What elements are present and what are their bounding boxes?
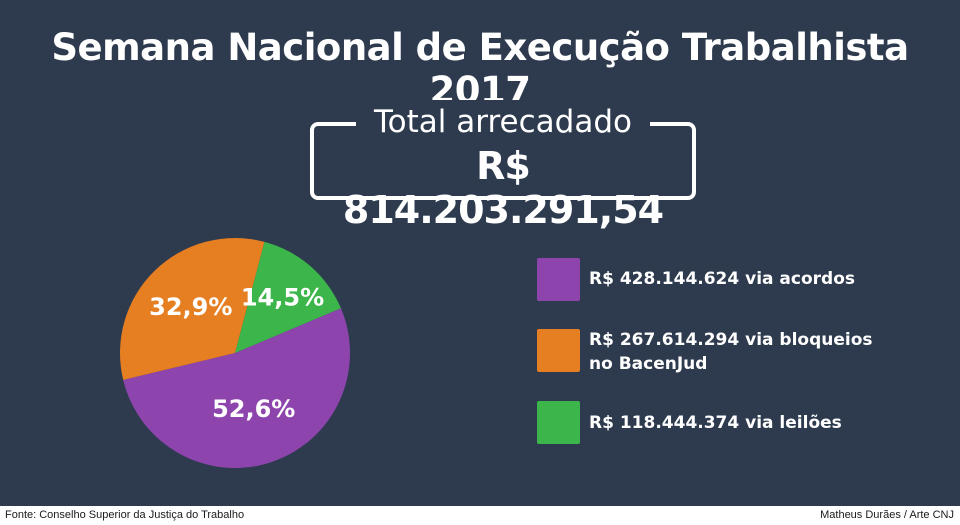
page-title: Semana Nacional de Execução Trabalhista … [51,26,909,112]
legend-label-line: R$ 118.444.374 via leilões [589,413,842,433]
pie-slice-leiloes [235,241,341,353]
legend-label-leiloes: R$ 118.444.374 via leilões [589,411,842,435]
pie-slice-acordos [123,308,350,468]
legend-label-bloqueios: R$ 267.614.294 via bloqueios no BacenJud [589,328,873,376]
pie-label-acordos: 52,6% [212,395,295,423]
legend-label-line: R$ 428.144.624 via acordos [589,269,856,289]
footer-source: Fonte: Conselho Superior da Justiça do T… [5,509,245,521]
footer: Fonte: Conselho Superior da Justiça do T… [0,506,960,525]
footer-credit: Matheus Durães / Arte CNJ [820,509,954,521]
pie-label-leiloes: 14,5% [241,283,324,311]
total-value: R$ 814.203.291,54 [342,144,664,232]
legend-swatch-leiloes [537,401,580,444]
pie-label-bloqueios: 32,9% [149,293,232,321]
legend-swatch-acordos [537,258,580,301]
pie-chart: 52,6% 32,9% 14,5% [119,238,350,468]
total-label: Total arrecadado [356,100,650,144]
legend-label-line: R$ 267.614.294 via bloqueios [589,330,873,350]
legend-label-line: no BacenJud [589,354,708,374]
legend-label-acordos: R$ 428.144.624 via acordos [589,267,855,291]
legend-swatch-bloqueios [537,329,580,372]
pie-slice-bloqueios [119,238,265,380]
